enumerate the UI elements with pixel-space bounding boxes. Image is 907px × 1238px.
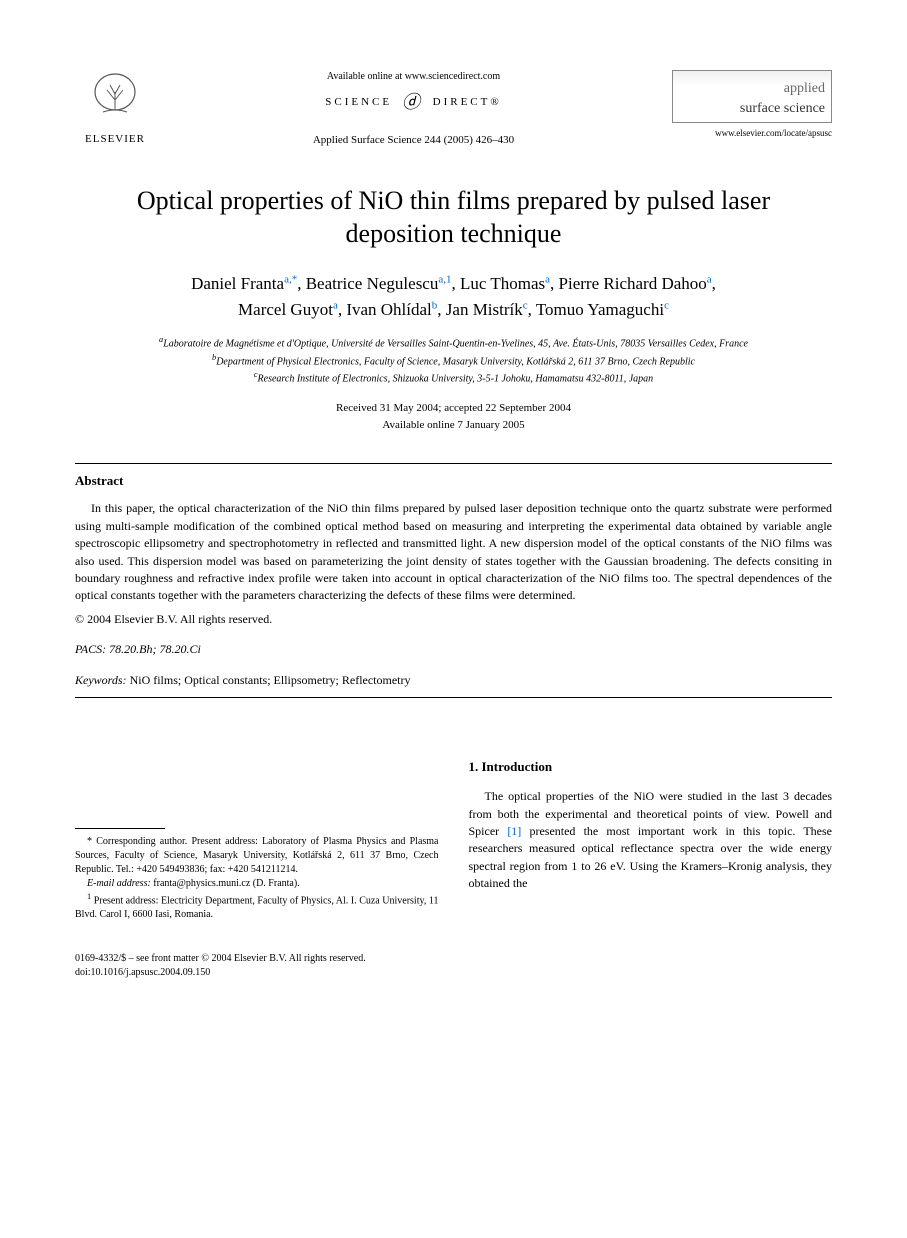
corresp-marker: * (87, 836, 92, 847)
reg-mark: ® (490, 96, 501, 108)
keywords-value: NiO films; Optical constants; Ellipsomet… (130, 673, 411, 687)
sd-at-icon: ⓓ (402, 90, 423, 115)
author-8-sup: c (664, 299, 669, 311)
email-label: E-mail address: (87, 878, 151, 889)
affiliations-block: aLaboratoire de Magnétisme et d'Optique,… (115, 334, 792, 386)
elsevier-label: ELSEVIER (75, 132, 155, 147)
footer-line-2: doi:10.1016/j.apsusc.2004.09.150 (75, 966, 832, 980)
dates-block: Received 31 May 2004; accepted 22 Septem… (75, 400, 832, 433)
keywords-line: Keywords: NiO films; Optical constants; … (75, 672, 832, 689)
left-column: * Corresponding author. Present address:… (75, 758, 439, 922)
note1-marker: 1 (87, 892, 91, 901)
page-footer: 0169-4332/$ – see front matter © 2004 El… (75, 952, 832, 980)
journal-box-container: applied surface science www.elsevier.com… (672, 70, 832, 140)
note1-text: Present address: Electricity Department,… (75, 895, 439, 920)
author-8: Tomuo Yamaguchi (536, 300, 664, 319)
affil-a: Laboratoire de Magnétisme et d'Optique, … (163, 339, 748, 350)
direct-label: DIRECT (433, 96, 491, 108)
affil-c: Research Institute of Electronics, Shizu… (258, 373, 654, 384)
abstract-copyright: © 2004 Elsevier B.V. All rights reserved… (75, 611, 832, 628)
keywords-label: Keywords: (75, 673, 127, 687)
author-6: Ivan Ohlídal (346, 300, 431, 319)
pacs-label: PACS: (75, 642, 106, 656)
journal-name-1: applied (679, 79, 825, 99)
two-column-layout: * Corresponding author. Present address:… (75, 758, 832, 922)
journal-reference: Applied Surface Science 244 (2005) 426–4… (175, 133, 652, 148)
author-5: Marcel Guyot (238, 300, 333, 319)
journal-box: applied surface science (672, 70, 832, 123)
note1-footnote: 1 Present address: Electricity Departmen… (75, 891, 439, 922)
available-online-text: Available online at www.sciencedirect.co… (175, 70, 652, 84)
corresponding-footnote: * Corresponding author. Present address:… (75, 835, 439, 877)
author-5-sup: a (333, 299, 338, 311)
online-date: Available online 7 January 2005 (382, 419, 524, 431)
author-7-sup: c (523, 299, 528, 311)
email-value: franta@physics.muni.cz (D. Franta). (153, 878, 299, 889)
divider-top (75, 463, 832, 464)
author-4-sup: a (707, 274, 712, 286)
journal-name-2: surface science (679, 99, 825, 119)
journal-url: www.elsevier.com/locate/apsusc (672, 127, 832, 140)
intro-heading: 1. Introduction (469, 758, 833, 776)
corresp-text: Corresponding author. Present address: L… (75, 836, 439, 875)
email-footnote: E-mail address: franta@physics.muni.cz (… (75, 877, 439, 891)
author-1: Daniel Franta (191, 274, 284, 293)
footer-line-1: 0169-4332/$ – see front matter © 2004 El… (75, 952, 832, 966)
abstract-heading: Abstract (75, 472, 832, 490)
author-1-sup: a,* (284, 274, 297, 286)
author-6-sup: b (432, 299, 438, 311)
pacs-value: 78.20.Bh; 78.20.Ci (109, 642, 201, 656)
received-date: Received 31 May 2004; accepted 22 Septem… (336, 402, 571, 414)
center-header: Available online at www.sciencedirect.co… (155, 70, 672, 149)
science-label: SCIENCE (325, 96, 392, 108)
header-row: ELSEVIER Available online at www.science… (75, 70, 832, 149)
authors-block: Daniel Frantaa,*, Beatrice Negulescua,1,… (105, 271, 802, 322)
elsevier-logo: ELSEVIER (75, 70, 155, 147)
intro-paragraph: The optical properties of the NiO were s… (469, 788, 833, 892)
elsevier-tree-icon (75, 70, 155, 130)
affil-b: Department of Physical Electronics, Facu… (216, 356, 695, 367)
author-4: Pierre Richard Dahoo (559, 274, 707, 293)
author-2-sup: a,1 (438, 274, 451, 286)
divider-bottom (75, 697, 832, 698)
science-direct-logo: SCIENCE ⓓ DIRECT® (175, 90, 652, 115)
author-7: Jan Mistrík (446, 300, 523, 319)
ref-1-link[interactable]: [1] (507, 824, 521, 838)
footnote-rule (75, 828, 165, 829)
author-3: Luc Thomas (460, 274, 545, 293)
intro-text-2: presented the most important work in thi… (469, 824, 833, 890)
pacs-line: PACS: 78.20.Bh; 78.20.Ci (75, 641, 832, 658)
author-2: Beatrice Negulescu (306, 274, 439, 293)
author-3-sup: a (545, 274, 550, 286)
right-column: 1. Introduction The optical properties o… (469, 758, 833, 922)
abstract-text: In this paper, the optical characterizat… (75, 500, 832, 604)
article-title: Optical properties of NiO thin films pre… (115, 184, 792, 252)
